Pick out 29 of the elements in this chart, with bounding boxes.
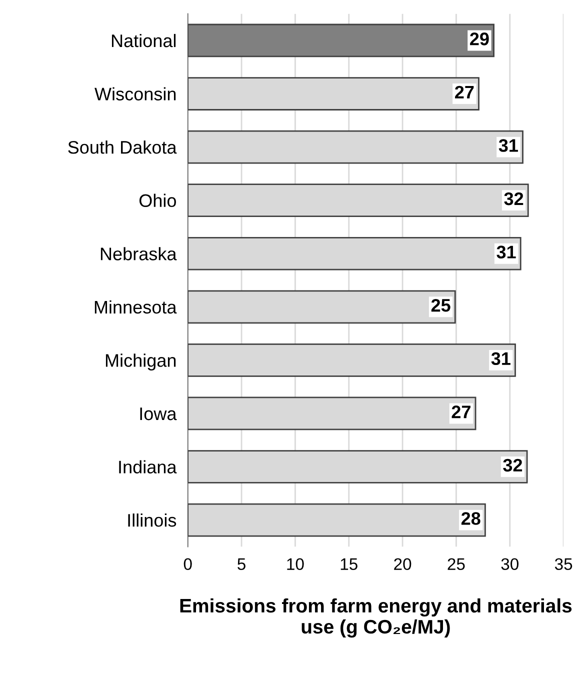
data-label: 31 <box>498 139 518 152</box>
x-tick-label: 0 <box>184 558 192 570</box>
x-tick-label: 15 <box>340 558 358 570</box>
data-label: 32 <box>503 458 522 472</box>
y-tick-label: Ohio <box>139 194 176 208</box>
data-label: 27 <box>455 86 474 98</box>
data-label: 32 <box>504 192 524 206</box>
data-label: 31 <box>491 352 510 366</box>
y-tick-label: Nebraska <box>100 247 177 260</box>
x-tick-label: 30 <box>501 558 518 570</box>
x-tick-label: 25 <box>448 558 465 570</box>
y-tick-label: Michigan <box>106 354 176 370</box>
x-tick-label: 10 <box>287 558 304 570</box>
data-label: 25 <box>431 298 450 312</box>
data-label: 28 <box>461 512 480 525</box>
data-label: 31 <box>496 246 516 258</box>
y-tick-label: South Dakota <box>68 140 177 154</box>
x-tick-label: 20 <box>394 558 412 570</box>
y-tick-label: National <box>112 34 176 48</box>
y-tick-label: Illinois <box>128 513 176 527</box>
y-tick-label: Wisconsin <box>94 87 176 100</box>
y-tick-label: Iowa <box>140 408 177 420</box>
x-tick-label: 35 <box>554 558 572 570</box>
y-tick-label: Minnesota <box>94 300 177 314</box>
y-tick-label: Indiana <box>119 460 177 474</box>
x-tick-label: 5 <box>238 558 246 570</box>
data-label: 29 <box>470 32 489 46</box>
data-label: 27 <box>452 406 470 418</box>
x-axis-title: Emissions from farm energy and materials use (g CO₂e/MJ) <box>180 598 572 638</box>
